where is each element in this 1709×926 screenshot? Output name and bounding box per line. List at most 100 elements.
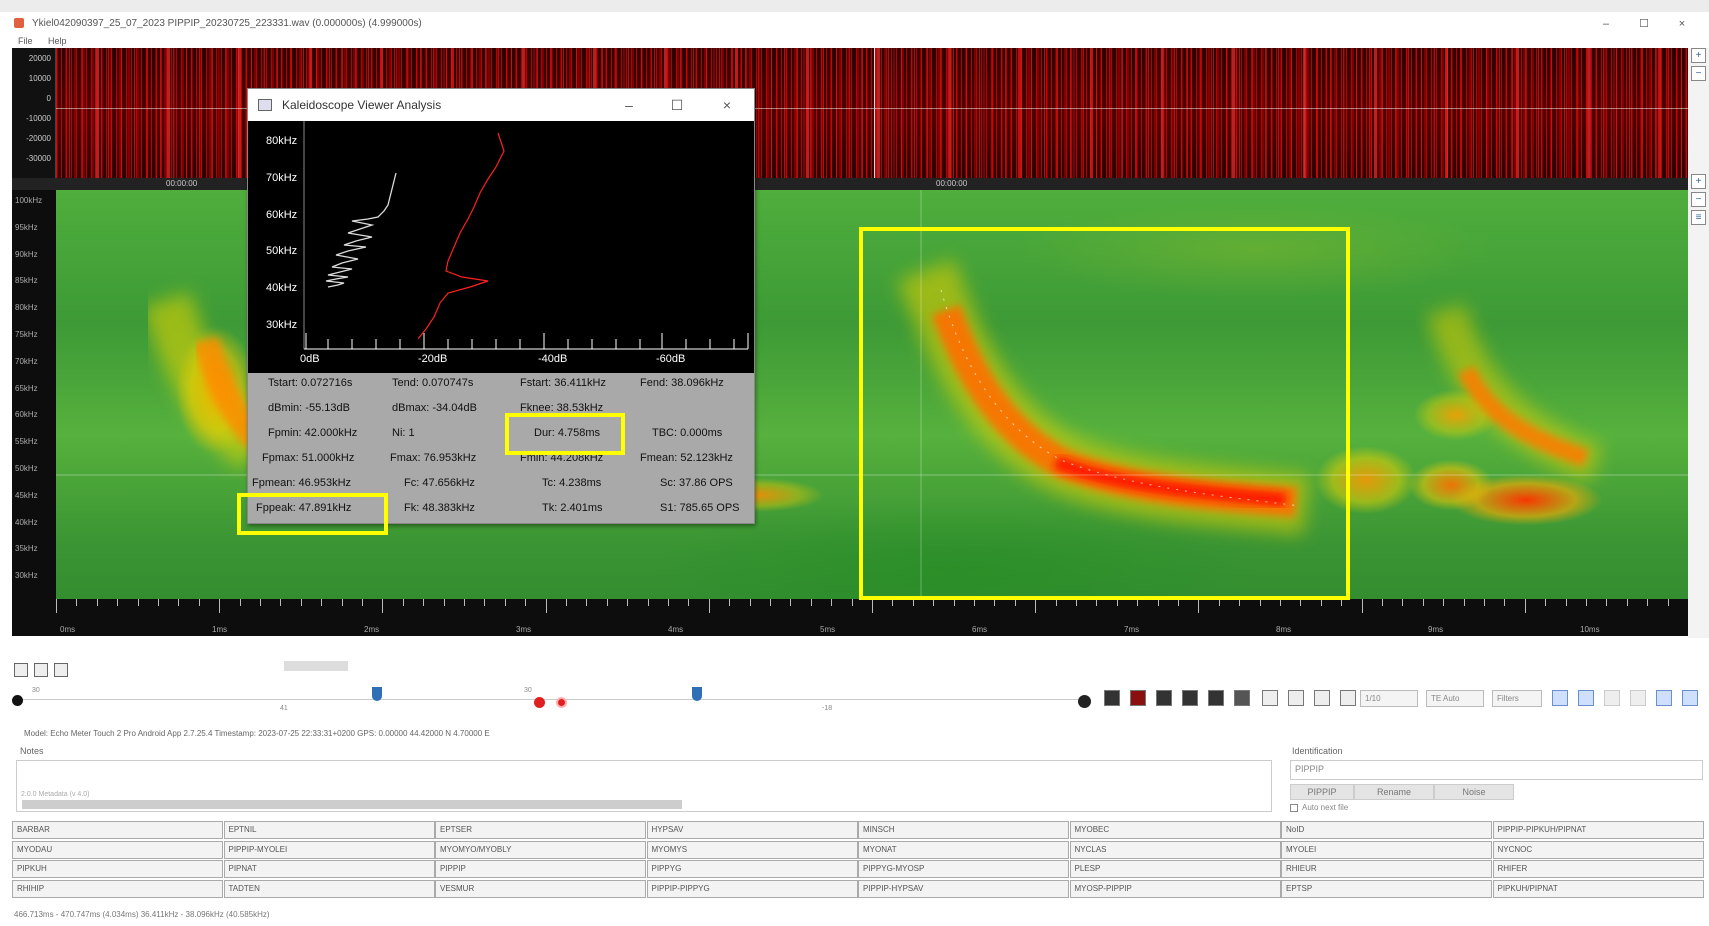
rate-select[interactable]: 1/10 xyxy=(1360,690,1418,707)
identification-label: Identification xyxy=(1292,746,1343,756)
species-button[interactable]: BARBAR xyxy=(12,821,223,839)
time-tick xyxy=(749,599,751,606)
notes-scrollbar[interactable] xyxy=(22,800,682,809)
species-button[interactable]: MYOLEI xyxy=(1281,840,1492,859)
pan-tool-icon[interactable] xyxy=(54,663,68,677)
menu-file[interactable]: File xyxy=(18,36,33,46)
time-tick xyxy=(1402,599,1404,606)
species-button[interactable]: PIPKUH xyxy=(12,860,223,878)
species-button[interactable]: TADTEN xyxy=(223,879,435,898)
checkbox-icon[interactable] xyxy=(1290,803,1298,812)
rename-button[interactable]: Rename xyxy=(1354,784,1434,800)
marker-icon[interactable] xyxy=(1208,690,1224,706)
time-tick xyxy=(1096,599,1098,606)
power-spectrum-plot xyxy=(303,121,749,350)
settings-icon[interactable] xyxy=(1340,690,1356,706)
species-button[interactable]: MYODAU xyxy=(12,840,223,859)
compare-icon[interactable] xyxy=(1288,690,1304,706)
zoom-tool-icon[interactable] xyxy=(34,663,48,677)
time-tick xyxy=(566,599,567,606)
species-button[interactable]: PLESP xyxy=(1069,860,1281,878)
export-icon[interactable] xyxy=(1314,690,1330,706)
species-button[interactable]: PIPPYG-MYOSP xyxy=(858,860,1069,878)
species-button[interactable]: MYOSP-PIPPIP xyxy=(1069,879,1281,898)
time-label: 10ms xyxy=(1580,625,1600,634)
zoom-in-icon[interactable]: + xyxy=(1691,48,1706,63)
play-icon[interactable] xyxy=(1078,695,1091,708)
species-button[interactable]: RHIFER xyxy=(1492,860,1704,878)
species-button[interactable]: MYONAT xyxy=(858,840,1069,859)
species-button[interactable]: RHIHIP xyxy=(12,879,223,898)
species-button[interactable]: PIPPIP-PIPKUH/PIPNAT xyxy=(1492,821,1704,839)
species-button[interactable]: EPTSP xyxy=(1281,879,1492,898)
record-alt-icon[interactable] xyxy=(556,697,567,708)
top-strip xyxy=(0,0,1709,12)
spectrogram[interactable]: 100kHz 95kHz 90kHz 85kHz 80kHz 75kHz 70kHz 65kH… xyxy=(12,190,1688,636)
species-button[interactable]: PIPKUH/PIPNAT xyxy=(1492,879,1704,898)
time-tick xyxy=(198,599,200,606)
color-map-icon[interactable] xyxy=(1130,690,1146,706)
zoom-in-icon[interactable]: + xyxy=(1691,174,1706,189)
species-button[interactable]: PIPPIP-PIPPYG xyxy=(646,879,858,898)
species-button[interactable]: EPTSER xyxy=(435,821,646,839)
layer-icon[interactable] xyxy=(1234,690,1250,706)
species-button[interactable]: NYCLAS xyxy=(1069,840,1281,859)
close-button[interactable]: × xyxy=(1678,18,1686,30)
view-6-icon[interactable] xyxy=(1682,690,1698,706)
species-button[interactable]: MYOMYS xyxy=(646,840,858,859)
menu-help[interactable]: Help xyxy=(48,36,67,46)
species-button[interactable]: NoID xyxy=(1281,821,1492,839)
dialog-maximize-button[interactable]: ☐ xyxy=(670,97,684,113)
species-button[interactable]: VESMUR xyxy=(435,879,646,898)
grid-icon[interactable] xyxy=(1182,690,1198,706)
record-icon[interactable] xyxy=(534,697,545,708)
species-button[interactable]: MINSCH xyxy=(858,821,1069,839)
species-button[interactable]: EPTNIL xyxy=(223,821,435,839)
dialog-close-button[interactable]: × xyxy=(722,97,732,113)
split-view-icon[interactable] xyxy=(1262,690,1278,706)
select-tool-icon[interactable] xyxy=(14,663,28,677)
species-button[interactable]: PIPPIP-MYOLEI xyxy=(223,840,435,859)
identification-input[interactable]: PIPPIP xyxy=(1290,760,1703,780)
mode-select[interactable]: TE Auto xyxy=(1426,690,1484,707)
stop-icon[interactable] xyxy=(1104,690,1120,706)
species-button[interactable]: MYOMYO/MYOBLY xyxy=(435,840,646,859)
analysis-title: Kaleidoscope Viewer Analysis xyxy=(282,98,442,112)
species-button[interactable]: HYPSAV xyxy=(646,821,858,839)
zoom-out-icon[interactable]: − xyxy=(1691,192,1706,207)
zoom-out-icon[interactable]: − xyxy=(1691,66,1706,81)
palette-icon[interactable] xyxy=(1156,690,1172,706)
species-button[interactable]: PIPPIP xyxy=(435,860,646,878)
volume-knob[interactable] xyxy=(12,695,23,706)
species-button[interactable]: PIPPYG xyxy=(646,860,858,878)
id-species-button[interactable]: PIPPIP xyxy=(1290,784,1354,800)
view-3-icon[interactable] xyxy=(1604,690,1620,706)
analysis-freq-label: 50kHz xyxy=(266,245,298,257)
time-tick xyxy=(1280,599,1281,606)
time-tick xyxy=(1178,599,1179,606)
maximize-button[interactable]: ☐ xyxy=(1639,18,1649,30)
view-4-icon[interactable] xyxy=(1630,690,1646,706)
title-bar: Ykiel042090397_25_07_2023 PIPPIP_2023072… xyxy=(0,12,1709,36)
view-1-icon[interactable] xyxy=(1552,690,1568,706)
view-2-icon[interactable] xyxy=(1578,690,1594,706)
time-tick xyxy=(586,599,588,606)
noise-button[interactable]: Noise xyxy=(1434,784,1514,800)
species-button[interactable]: NYCNOC xyxy=(1492,840,1704,859)
spectrogram-area[interactable] xyxy=(56,190,1688,636)
zoom-fit-icon[interactable]: ≡ xyxy=(1691,210,1706,225)
freq-label: 95kHz xyxy=(15,222,38,232)
horizontal-scrollbar[interactable] xyxy=(284,661,348,671)
oscillogram-baseline xyxy=(56,108,1688,109)
auto-next-checkbox[interactable]: Auto next file xyxy=(1290,803,1348,812)
threshold-slider-handle[interactable] xyxy=(692,687,702,701)
gain-slider-handle[interactable] xyxy=(372,687,382,701)
species-button[interactable]: RHIEUR xyxy=(1281,860,1492,878)
species-button[interactable]: PIPPIP-HYPSAV xyxy=(858,879,1069,898)
minimize-button[interactable]: – xyxy=(1602,18,1610,30)
species-button[interactable]: MYOBEC xyxy=(1069,821,1281,839)
view-5-icon[interactable] xyxy=(1656,690,1672,706)
dialog-minimize-button[interactable]: – xyxy=(625,97,633,113)
species-button[interactable]: PIPNAT xyxy=(223,860,435,878)
filter-select[interactable]: Filters xyxy=(1492,690,1542,707)
